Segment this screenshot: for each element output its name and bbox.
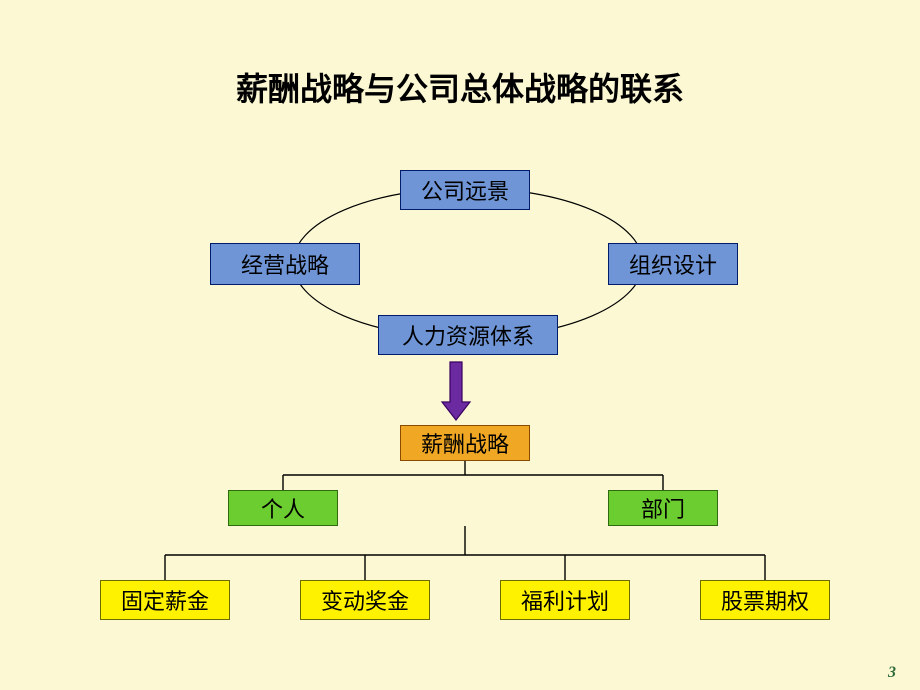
page-number: 3 <box>888 664 896 682</box>
page-title: 薪酬战略与公司总体战略的联系 <box>0 64 920 110</box>
node-biz: 经营战略 <box>210 243 360 285</box>
node-benefit: 福利计划 <box>500 580 630 620</box>
node-variable: 变动奖金 <box>300 580 430 620</box>
node-dept: 部门 <box>608 490 718 526</box>
node-comp: 薪酬战略 <box>400 425 530 461</box>
node-hr: 人力资源体系 <box>378 315 558 355</box>
node-fixed: 固定薪金 <box>100 580 230 620</box>
node-org: 组织设计 <box>608 243 738 285</box>
node-person: 个人 <box>228 490 338 526</box>
node-stock: 股票期权 <box>700 580 830 620</box>
node-vision: 公司远景 <box>400 170 530 210</box>
